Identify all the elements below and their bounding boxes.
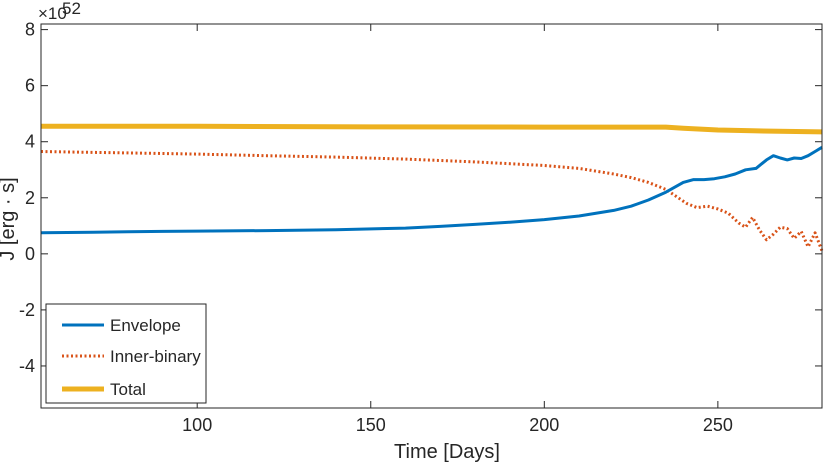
series-line-envelope	[40, 146, 823, 235]
legend-label-total: Total	[110, 380, 146, 399]
legend-label-envelope: Envelope	[110, 316, 181, 335]
plot-frame	[40, 23, 823, 409]
y-axis-label: J [erg · s]	[0, 177, 19, 260]
series-line-inner-binary	[40, 150, 824, 252]
y-exponent-base: ×10	[38, 4, 67, 23]
x-tick-label: 150	[356, 415, 386, 435]
x-tick-label: 250	[703, 415, 733, 435]
legend: Envelope Inner-binary Total	[45, 303, 207, 404]
y-tick-label: 2	[25, 188, 35, 208]
series-lines	[40, 123, 824, 252]
y-exponent-power: 52	[62, 0, 81, 18]
y-tick-label: -2	[19, 300, 35, 320]
y-tick-label: 8	[25, 20, 35, 40]
x-tick-label: 100	[182, 415, 212, 435]
y-tick-label: -4	[19, 356, 35, 376]
x-axis-label: Time [Days]	[394, 441, 500, 463]
y-tick-label: 4	[25, 132, 35, 152]
x-tick-label: 200	[529, 415, 559, 435]
y-axis-ticks: -4 -2 0 2 4 6 8	[19, 20, 822, 376]
legend-label-inner-binary: Inner-binary	[110, 347, 201, 366]
series-line-total	[41, 123, 823, 135]
y-tick-label: 0	[25, 244, 35, 264]
y-tick-label: 6	[25, 76, 35, 96]
